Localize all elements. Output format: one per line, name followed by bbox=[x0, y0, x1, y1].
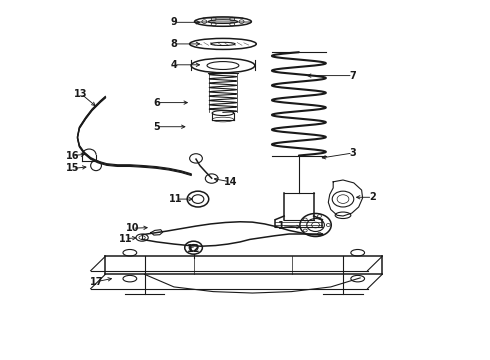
Text: 4: 4 bbox=[171, 60, 177, 70]
Text: 14: 14 bbox=[223, 177, 237, 187]
Text: 9: 9 bbox=[171, 17, 177, 27]
Text: 6: 6 bbox=[153, 98, 160, 108]
Text: 8: 8 bbox=[171, 39, 177, 49]
Text: 3: 3 bbox=[349, 148, 356, 158]
Text: 17: 17 bbox=[90, 276, 104, 287]
Text: 12: 12 bbox=[187, 244, 200, 254]
Text: 11: 11 bbox=[119, 234, 132, 244]
Text: 1: 1 bbox=[278, 221, 285, 231]
Text: 15: 15 bbox=[66, 163, 79, 174]
Text: 16: 16 bbox=[66, 150, 79, 161]
Text: 5: 5 bbox=[153, 122, 160, 132]
Text: 10: 10 bbox=[125, 223, 139, 233]
Text: 7: 7 bbox=[349, 71, 356, 81]
Text: 11: 11 bbox=[169, 194, 182, 204]
Text: 13: 13 bbox=[74, 89, 88, 99]
Text: 2: 2 bbox=[369, 192, 376, 202]
